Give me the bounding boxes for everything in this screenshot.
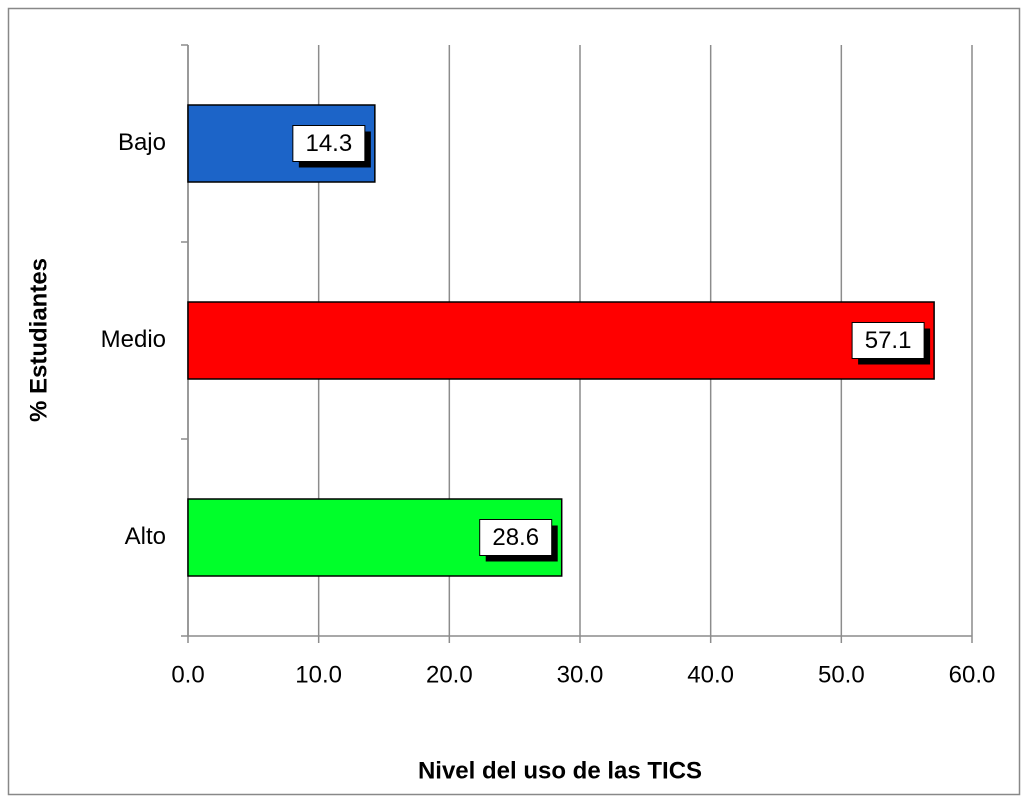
- x-tick-label: 0.0: [171, 661, 204, 688]
- x-tick-label: 60.0: [949, 661, 996, 688]
- x-tick-label: 10.0: [295, 661, 342, 688]
- data-label-box: [479, 519, 553, 556]
- chart-border: [7, 7, 1021, 796]
- x-tick-label: 40.0: [687, 661, 734, 688]
- bar: [187, 301, 935, 380]
- y-tick-label: Bajo: [118, 129, 166, 156]
- data-label: 57.1: [865, 327, 912, 354]
- y-tick-label: Alto: [125, 523, 166, 550]
- data-label: 14.3: [305, 130, 352, 157]
- data-label-box: [851, 322, 925, 359]
- x-tick-label: 50.0: [818, 661, 865, 688]
- y-axis-title: % Estudiantes: [25, 258, 52, 422]
- x-tick-label: 20.0: [426, 661, 473, 688]
- data-label-box: [292, 125, 366, 162]
- data-label: 28.6: [492, 524, 539, 551]
- x-axis-title: Nivel del uso de las TICS: [418, 757, 702, 784]
- x-tick-label: 30.0: [557, 661, 604, 688]
- y-tick-label: Medio: [101, 326, 166, 353]
